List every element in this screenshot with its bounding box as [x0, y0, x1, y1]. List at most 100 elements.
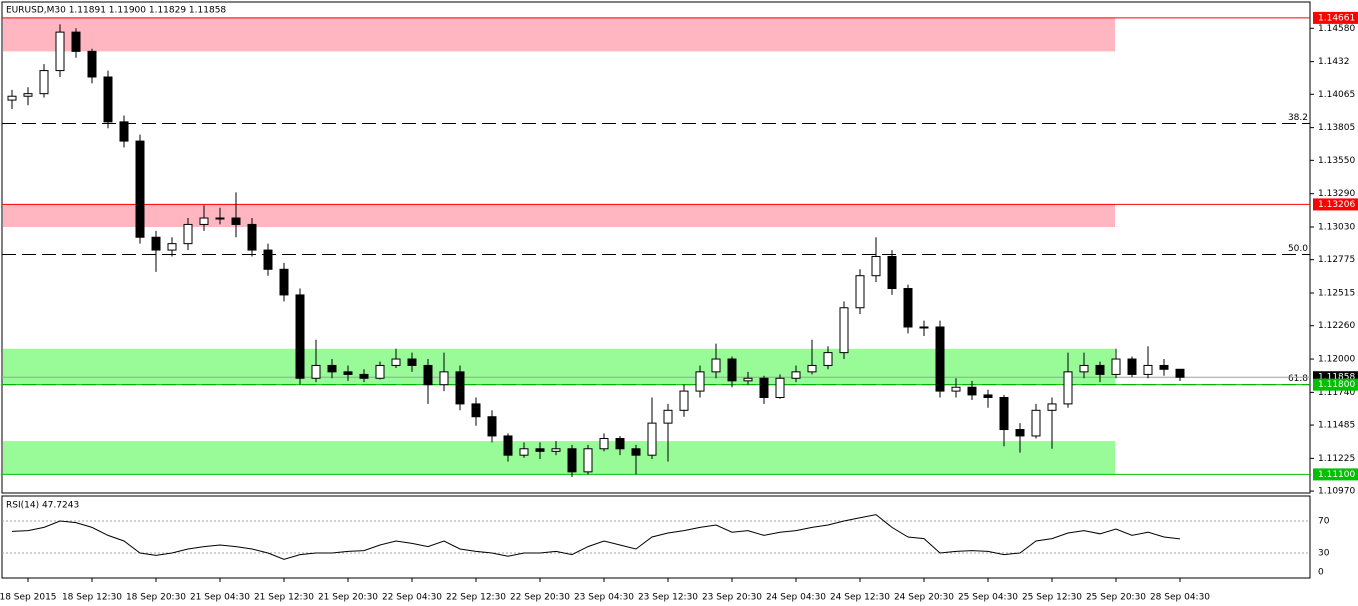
- candle-body: [967, 386, 977, 396]
- candle-body: [1095, 364, 1105, 375]
- y-tick-label: 1.12775: [1318, 255, 1355, 265]
- candle-body: [567, 448, 577, 473]
- candle-body: [999, 396, 1009, 431]
- x-tick-label: 18 Sep 12:30: [62, 593, 122, 603]
- zone: [3, 204, 1115, 227]
- candle-body: [1063, 371, 1073, 405]
- candle-body: [1111, 358, 1121, 375]
- x-tick-label: 25 Sep 04:30: [958, 593, 1018, 603]
- candle-body: [1143, 364, 1153, 375]
- candle-body: [663, 409, 673, 424]
- candle-body: [231, 217, 241, 225]
- x-tick-label: 18 Sep 2015: [0, 593, 57, 603]
- y-tick-label: 1.12260: [1318, 321, 1355, 331]
- candle-body: [1015, 429, 1025, 437]
- level-label: 1.11800: [1318, 380, 1355, 390]
- candle-body: [1031, 409, 1041, 437]
- candle-body: [519, 448, 529, 456]
- candle-body: [407, 358, 417, 366]
- x-tick-label: 24 Sep 20:30: [894, 593, 954, 603]
- y-tick-label: 1.12000: [1318, 355, 1355, 365]
- candle-body: [983, 394, 993, 398]
- candle-body: [455, 371, 465, 405]
- x-tick-label: 24 Sep 04:30: [766, 593, 826, 603]
- candle-body: [903, 288, 913, 328]
- candle-body: [167, 243, 177, 251]
- y-tick-label: 1.13290: [1318, 189, 1355, 199]
- zone: [3, 441, 1115, 475]
- candle-body: [535, 448, 545, 452]
- candle-body: [583, 448, 593, 473]
- y-tick-label: 1.14580: [1318, 24, 1355, 34]
- zone: [3, 17, 1115, 52]
- candle-body: [247, 223, 257, 251]
- candle-body: [727, 358, 737, 382]
- candle-body: [279, 268, 289, 296]
- candle-body: [695, 371, 705, 392]
- candle-body: [199, 217, 209, 225]
- candle-body: [871, 255, 881, 277]
- fib-label: 61.8: [1288, 374, 1308, 384]
- x-tick-label: 21 Sep 04:30: [190, 593, 250, 603]
- x-tick-label: 25 Sep 20:30: [1086, 593, 1146, 603]
- x-tick-label: 22 Sep 04:30: [382, 593, 442, 603]
- candle-body: [487, 416, 497, 437]
- candle-body: [391, 358, 401, 366]
- candle-body: [423, 364, 433, 386]
- y-tick-label: 1.11485: [1318, 421, 1355, 431]
- candle-body: [631, 448, 641, 456]
- main-pane: [1, 1, 1311, 494]
- level-box: [1313, 378, 1358, 391]
- fib-label: 50.0: [1288, 244, 1308, 254]
- candle-body: [375, 364, 385, 379]
- candle-body: [599, 438, 609, 450]
- candle-body: [263, 249, 273, 270]
- candle-body: [935, 326, 945, 392]
- candle-body: [679, 390, 689, 411]
- rsi-pane: [1, 495, 1311, 579]
- candle-body: [7, 95, 17, 101]
- rsi-title: RSI(14) 47.7243: [6, 501, 79, 511]
- candle-body: [295, 294, 305, 379]
- level-label: 1.14661: [1318, 13, 1355, 23]
- candle-body: [327, 364, 337, 373]
- candle-body: [503, 435, 513, 456]
- x-tick-label: 23 Sep 12:30: [638, 593, 698, 603]
- candle-body: [839, 307, 849, 354]
- zone: [3, 348, 1115, 385]
- candle-body: [55, 31, 65, 72]
- rsi-tick-label: 70: [1318, 517, 1330, 527]
- candle-body: [87, 50, 97, 78]
- rsi-line: [11, 514, 1181, 560]
- candle-body: [1127, 358, 1137, 375]
- candle-body: [439, 371, 449, 386]
- y-tick-label: 1.14065: [1318, 90, 1355, 100]
- y-tick-label: 1.10970: [1318, 487, 1355, 497]
- level-label: 1.11100: [1318, 470, 1355, 480]
- rsi-tick-label: 30: [1318, 549, 1330, 559]
- candle-body: [615, 438, 625, 450]
- candle-body: [855, 275, 865, 309]
- level-box: [1313, 11, 1358, 24]
- candle-body: [343, 371, 353, 375]
- x-tick-label: 24 Sep 12:30: [830, 593, 890, 603]
- candle-body: [215, 217, 225, 220]
- candle-body: [151, 236, 161, 251]
- plot-layer: 1.14580 1.1432 1.14065 1.13805 1.13550 1.1329…: [0, 11, 1358, 603]
- candle-body: [311, 364, 321, 379]
- candle-body: [759, 377, 769, 398]
- candle-body: [823, 352, 833, 366]
- candle-body: [951, 386, 961, 392]
- candle-body: [711, 358, 721, 373]
- x-tick-label: 21 Sep 12:30: [254, 593, 314, 603]
- x-tick-label: 22 Sep 20:30: [510, 593, 570, 603]
- fib-label: 38.2: [1288, 113, 1308, 123]
- y-tick-label: 1.11740: [1318, 388, 1355, 398]
- candle-body: [1159, 364, 1169, 370]
- candle-body: [887, 255, 897, 290]
- candle-body: [743, 377, 753, 382]
- x-tick-label: 23 Sep 20:30: [702, 593, 762, 603]
- x-tick-label: 28 Sep 04:30: [1150, 593, 1210, 603]
- candle-body: [919, 326, 929, 329]
